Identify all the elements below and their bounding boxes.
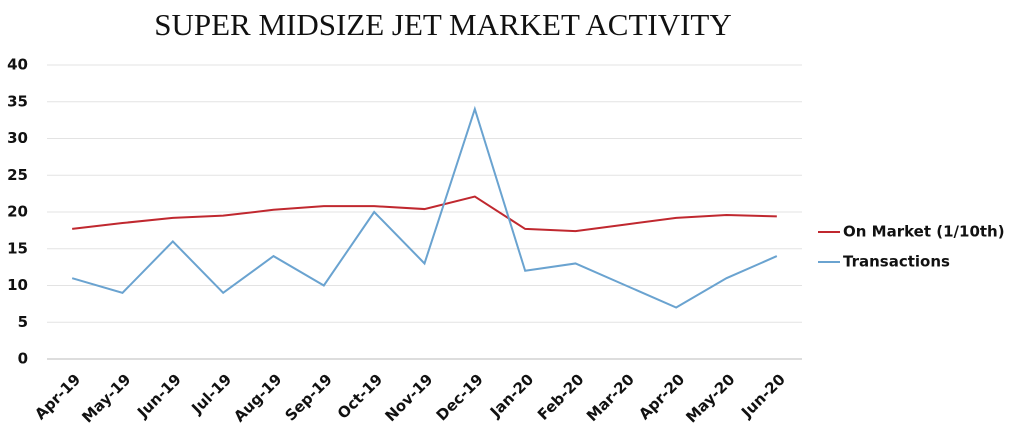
x-tick-label: Sep-19 xyxy=(282,370,336,424)
x-tick-label: Dec-19 xyxy=(433,370,487,424)
chart-title: SUPER MIDSIZE JET MARKET ACTIVITY xyxy=(154,7,732,42)
y-tick-label: 20 xyxy=(7,203,28,221)
legend-label: Transactions xyxy=(843,253,950,271)
y-tick-label: 10 xyxy=(7,276,28,294)
y-tick-label: 25 xyxy=(7,166,28,184)
x-tick-label: Jul-19 xyxy=(187,370,235,418)
y-tick-label: 5 xyxy=(18,313,28,331)
y-tick-label: 35 xyxy=(7,92,28,110)
x-tick-label: Oct-19 xyxy=(334,370,386,422)
x-tick-label: Apr-19 xyxy=(31,370,84,423)
x-tick-label: Feb-20 xyxy=(534,370,587,423)
y-tick-label: 0 xyxy=(18,350,28,368)
line xyxy=(72,195,777,233)
x-tick-label: May-19 xyxy=(78,370,134,426)
x-tick-label: Mar-20 xyxy=(583,370,638,425)
x-tick-label: Jan-20 xyxy=(486,370,537,421)
y-tick-label: 30 xyxy=(7,129,28,147)
x-tick-label: Jun-19 xyxy=(133,370,185,422)
legend-label: On Market (1/10th) xyxy=(843,223,1005,241)
x-tick-label: May-20 xyxy=(682,370,738,426)
x-tick-label: Jun-20 xyxy=(737,370,789,422)
x-tick-label: Apr-20 xyxy=(635,370,688,423)
y-tick-label: 40 xyxy=(7,56,28,74)
line xyxy=(71,105,778,309)
x-tick-label: Nov-19 xyxy=(382,370,437,425)
x-tick-label: Aug-19 xyxy=(230,370,285,425)
y-tick-label: 15 xyxy=(7,239,28,257)
